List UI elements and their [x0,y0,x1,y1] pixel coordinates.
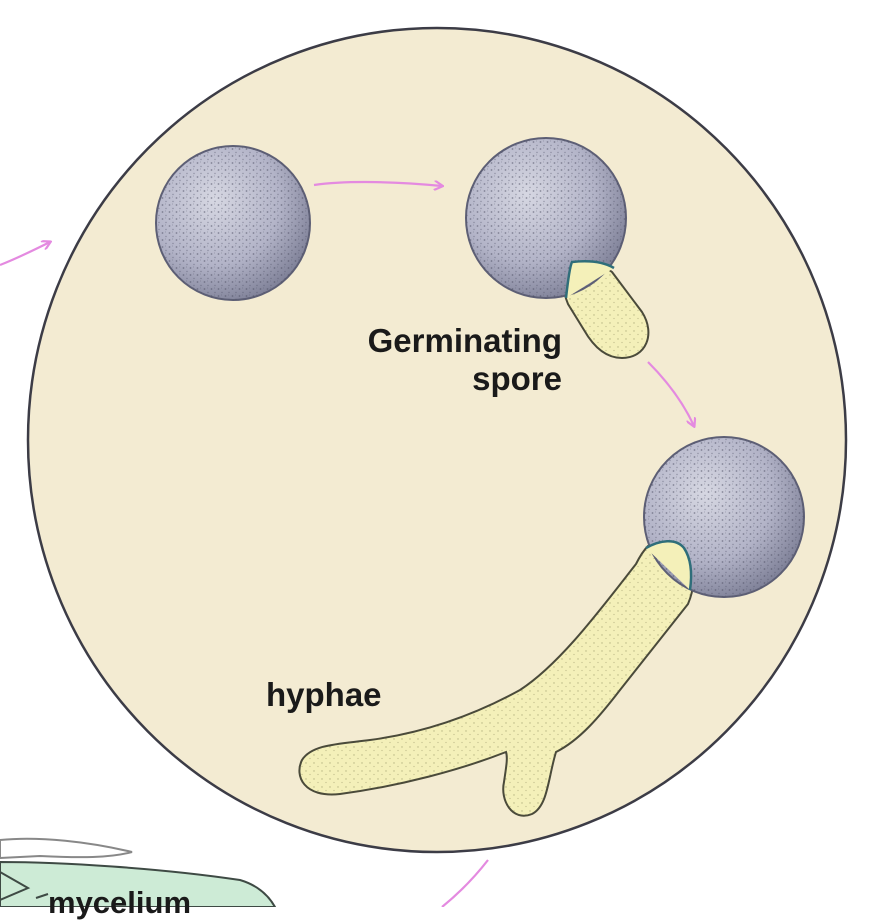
arrow-germinating-to-hyphae [647,361,694,426]
germinating-label-line1: Germinating [367,322,562,359]
germinating-spore-label: Germinating spore [336,322,562,398]
germinating-label-line2: spore [472,360,562,397]
mycelium-area [0,837,277,907]
hyphae-label: hyphae [266,676,382,713]
incoming-arrow [0,242,50,267]
outgoing-arrow [441,859,489,907]
spore [155,145,311,301]
germinating-spore [465,137,650,360]
arrow-spore-to-germinating [313,182,442,186]
hyphae-structure [298,436,805,817]
mycelium-label: mycelium [48,885,192,920]
